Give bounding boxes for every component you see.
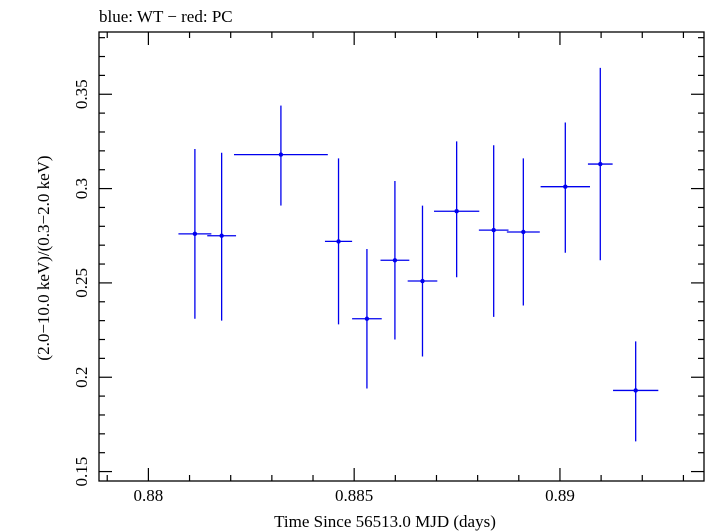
point-marker <box>336 239 341 244</box>
point-marker <box>521 229 526 235</box>
data-point <box>407 205 438 357</box>
point-marker <box>278 152 284 157</box>
point-marker <box>598 161 603 167</box>
point-marker <box>219 233 224 238</box>
data-points <box>178 67 659 442</box>
x-tick-label: 0.885 <box>335 486 373 505</box>
point-marker <box>392 258 398 263</box>
y-tick-label: 0.25 <box>72 268 91 298</box>
data-point <box>478 145 509 317</box>
x-tick-label: 0.89 <box>545 486 575 505</box>
y-tick-label: 0.35 <box>72 79 91 109</box>
data-point <box>233 105 328 206</box>
point-marker <box>633 388 638 393</box>
data-point <box>178 148 212 319</box>
y-tick-label: 0.3 <box>72 178 91 199</box>
plot-frame <box>98 31 705 482</box>
data-point <box>352 248 382 389</box>
data-point <box>613 341 659 442</box>
axis-ticks <box>99 32 704 481</box>
data-point <box>587 67 613 261</box>
data-point <box>540 122 590 253</box>
tick-labels: 0.88 0.885 0.89 0.15 0.2 0.25 0.3 0.35 <box>72 79 575 505</box>
chart-title: blue: WT − red: PC <box>99 7 233 26</box>
point-marker <box>420 278 425 284</box>
point-marker <box>454 209 459 214</box>
x-tick-label: 0.88 <box>134 486 164 505</box>
point-marker <box>491 227 496 233</box>
x-axis-label: Time Since 56513.0 MJD (days) <box>274 512 496 531</box>
data-point <box>506 158 540 306</box>
point-marker <box>563 184 568 189</box>
data-point <box>380 181 410 340</box>
point-marker <box>364 316 370 321</box>
data-point <box>207 152 237 321</box>
y-axis-label: (2.0−10.0 keV)/(0.3−2.0 keV) <box>34 155 53 360</box>
y-tick-label: 0.15 <box>72 457 91 487</box>
data-point <box>324 158 353 325</box>
y-tick-label: 0.2 <box>72 367 91 388</box>
point-marker <box>192 231 198 237</box>
data-point <box>434 141 480 278</box>
